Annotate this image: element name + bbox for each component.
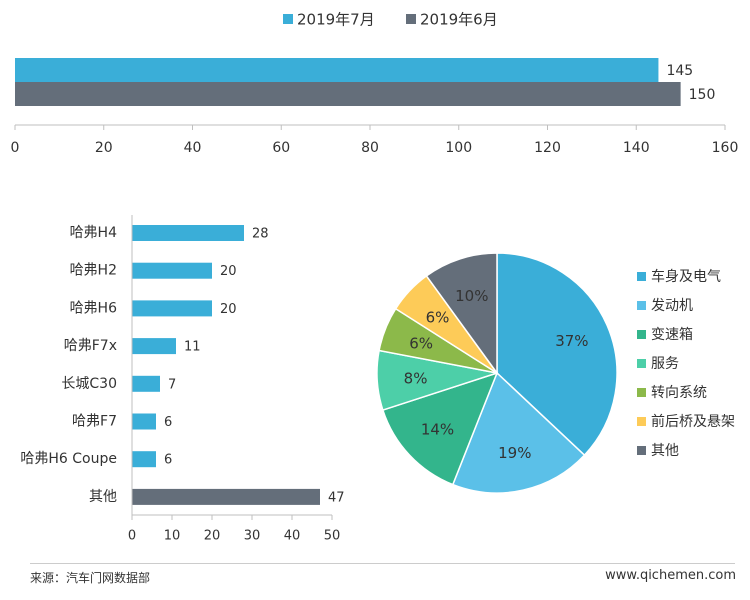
category-label: 长城C30 xyxy=(61,376,117,392)
x-tick-label: 140 xyxy=(623,140,650,156)
legend-label: 其他 xyxy=(651,443,679,459)
data-label: 145 xyxy=(666,63,693,79)
x-tick-label: 120 xyxy=(534,140,561,156)
legend-label: 服务 xyxy=(651,356,679,372)
legend-swatch xyxy=(637,446,646,455)
bar xyxy=(15,58,659,82)
data-label: 6 xyxy=(164,415,172,430)
footer-divider xyxy=(30,563,735,564)
data-label: 20 xyxy=(220,264,237,279)
slice-label: 6% xyxy=(426,309,450,327)
legend-swatch xyxy=(637,359,646,368)
legend-label: 变速箱 xyxy=(651,327,693,343)
legend-label: 前后桥及悬架 xyxy=(651,413,735,430)
category-label: 其他 xyxy=(89,489,117,505)
slice-label: 10% xyxy=(455,287,488,305)
x-tick-label: 100 xyxy=(445,140,472,156)
data-label: 47 xyxy=(328,490,345,505)
legend-label: 车身及电气 xyxy=(651,268,721,285)
pie-slice xyxy=(496,252,618,457)
legend-label: 发动机 xyxy=(651,298,693,314)
category-label: 哈弗F7 xyxy=(72,414,117,430)
source-note: 来源：汽车门网数据部 xyxy=(30,571,151,585)
category-label: 哈弗H6 xyxy=(70,300,118,316)
category-label: 哈弗H2 xyxy=(70,263,117,279)
bar xyxy=(132,225,244,241)
legend-swatch xyxy=(637,272,646,281)
legend-swatch xyxy=(406,14,416,24)
legend-label: 2019年6月 xyxy=(420,11,498,29)
legend-label: 转向系统 xyxy=(651,385,707,401)
bar xyxy=(132,300,212,317)
x-tick-label: 20 xyxy=(204,529,221,544)
x-tick-label: 10 xyxy=(164,529,181,544)
legend-swatch xyxy=(637,301,646,310)
website-link[interactable]: www.qichemen.com xyxy=(605,568,736,583)
slice-label: 37% xyxy=(555,332,588,350)
x-tick-label: 20 xyxy=(95,140,113,156)
x-tick-label: 50 xyxy=(324,529,341,544)
x-tick-label: 30 xyxy=(244,529,261,544)
bar xyxy=(132,488,320,505)
slice-label: 19% xyxy=(498,444,531,462)
x-tick-label: 0 xyxy=(11,140,20,156)
bar xyxy=(132,413,156,430)
legend-swatch xyxy=(283,14,293,24)
bar xyxy=(132,375,160,392)
slice-label: 14% xyxy=(421,420,454,438)
category-label: 哈弗F7x xyxy=(64,338,117,354)
slice-label: 6% xyxy=(409,334,433,352)
category-label: 哈弗H4 xyxy=(70,225,118,241)
data-label: 6 xyxy=(164,453,172,468)
slice-label: 8% xyxy=(404,370,428,388)
x-tick-label: 0 xyxy=(128,529,136,544)
data-label: 28 xyxy=(252,227,269,242)
x-tick-label: 40 xyxy=(184,140,202,156)
x-tick-label: 60 xyxy=(272,140,290,156)
x-tick-label: 80 xyxy=(361,140,379,156)
bar xyxy=(132,262,212,279)
data-label: 11 xyxy=(184,340,201,355)
bar xyxy=(132,451,156,468)
data-label: 150 xyxy=(689,87,716,103)
data-label: 7 xyxy=(168,377,176,392)
bar xyxy=(15,82,681,106)
legend-label: 2019年7月 xyxy=(297,11,375,29)
legend-swatch xyxy=(637,330,646,339)
x-tick-label: 40 xyxy=(284,529,301,544)
bar xyxy=(132,338,176,355)
x-tick-label: 160 xyxy=(712,140,739,156)
data-label: 20 xyxy=(220,302,237,317)
category-label: 哈弗H6 Coupe xyxy=(20,451,117,467)
pie-slice xyxy=(425,252,498,376)
legend-swatch xyxy=(637,388,646,397)
legend-swatch xyxy=(637,417,646,426)
